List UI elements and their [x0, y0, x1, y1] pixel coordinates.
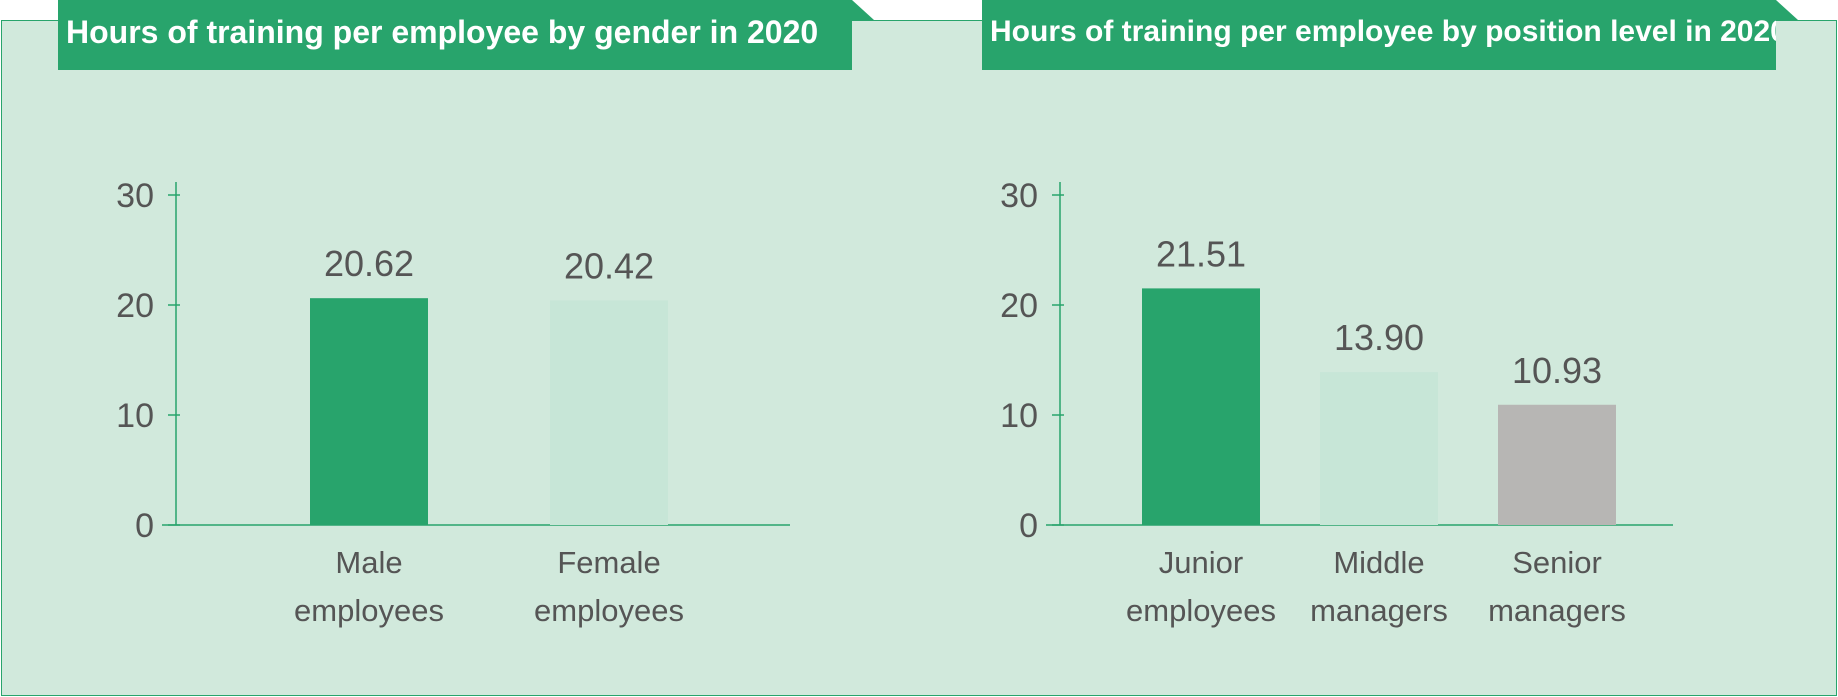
position-value-label-1: 13.90 [1334, 317, 1424, 358]
chart-title-position: Hours of training per employee by positi… [982, 0, 1776, 70]
position-category-label-1: Middle managers [1310, 545, 1448, 628]
position-value-label-0: 21.51 [1156, 233, 1246, 274]
position-value-label-2: 10.93 [1512, 350, 1602, 391]
position-y-tick-label-20: 20 [1000, 287, 1038, 325]
position-bar-1 [1320, 372, 1438, 525]
position-category-label-2-line-1: managers [1488, 593, 1626, 628]
gender-category-label-0-line-1: employees [294, 593, 444, 628]
gender-bar-0 [310, 298, 428, 525]
position-category-label-1-line-0: Middle [1333, 545, 1424, 580]
position-category-label-0: Junior employees [1126, 545, 1276, 628]
position-category-label-0-line-1: employees [1126, 593, 1276, 628]
chart-title-gender: Hours of training per employee by gender… [58, 0, 852, 70]
position-bar-2 [1498, 404, 1616, 525]
position-category-label-2: Senior managers [1488, 545, 1626, 628]
gender-y-tick-label-0: 0 [135, 507, 154, 545]
banner-fold-gender [852, 0, 874, 20]
position-category-label-0-line-0: Junior [1159, 545, 1243, 580]
position-category-label-2-line-0: Senior [1512, 545, 1602, 580]
gender-category-label-0: Male employees [294, 545, 444, 628]
chart-panel [1, 20, 1837, 696]
position-y-tick-label-30: 30 [1000, 177, 1038, 215]
gender-category-label-0-line-0: Male [335, 545, 402, 580]
position-y-tick-label-0: 0 [1019, 507, 1038, 545]
position-category-label-1-line-1: managers [1310, 593, 1448, 628]
banner-fold-position [1776, 0, 1798, 20]
gender-value-label-1: 20.42 [564, 245, 654, 286]
gender-category-label-1-line-0: Female [557, 545, 660, 580]
gender-y-tick-label-10: 10 [116, 397, 154, 435]
gender-bar-1 [550, 300, 668, 525]
position-bar-0 [1142, 288, 1260, 525]
gender-y-tick-label-30: 30 [116, 177, 154, 215]
position-y-tick-label-10: 10 [1000, 397, 1038, 435]
gender-value-label-0: 20.62 [324, 243, 414, 284]
gender-y-tick-label-20: 20 [116, 287, 154, 325]
gender-category-label-1-line-1: employees [534, 593, 684, 628]
gender-category-label-1: Female employees [534, 545, 684, 628]
